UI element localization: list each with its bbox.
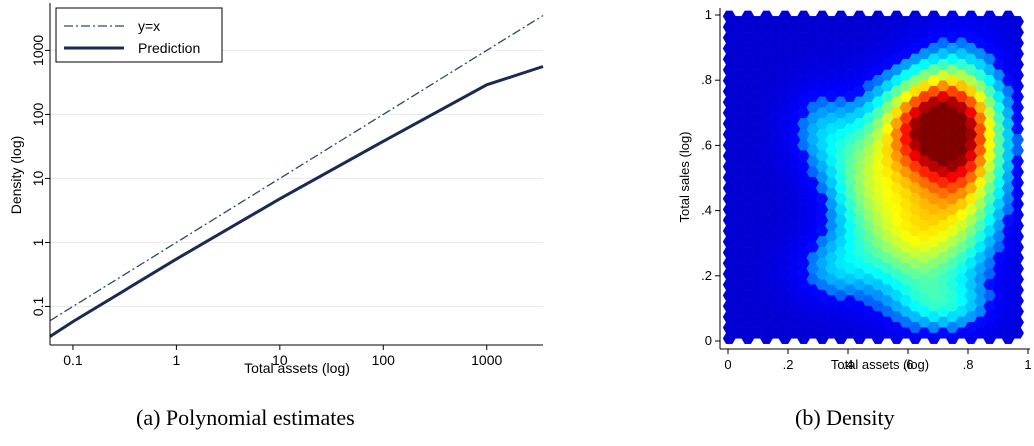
y-tick-label: 1 <box>705 7 712 22</box>
y-tick-label: .4 <box>701 203 712 218</box>
x-tick-label: 1 <box>172 352 180 368</box>
x-axis-label: Total assets (log) <box>831 357 929 372</box>
caption-b: (b) Density <box>795 405 895 430</box>
y-tick-label: .6 <box>701 137 712 152</box>
x-tick-label: 10 <box>272 352 288 368</box>
y-tick-label: 1000 <box>30 35 46 66</box>
x-tick-label: 0 <box>724 357 731 372</box>
legend-box <box>55 7 223 63</box>
y-tick-label: 0.1 <box>30 297 46 317</box>
legend-label-prediction: Prediction <box>138 40 200 56</box>
series-line-yx <box>49 15 544 322</box>
x-tick-label: 1 <box>1024 357 1031 372</box>
y-tick-label: 100 <box>30 103 46 127</box>
panel-polynomial-estimates: 0.1 1 10 100 1000 0.1 1 10 100 1000 y=x Predictio… <box>8 3 544 376</box>
x-axis-label: Total assets (log) <box>244 360 350 376</box>
caption-a: (a) Polynomial estimates <box>136 405 355 430</box>
x-tick-label: 0.1 <box>63 352 83 368</box>
y-tick-label: .2 <box>701 268 712 283</box>
y-tick-label: 10 <box>30 170 46 186</box>
y-tick-label: 1 <box>30 238 46 246</box>
axes: 0 .2 .4 .6 .8 1 0 .2 .4 .6 .8 1 <box>701 7 1031 372</box>
y-tick-label: 0 <box>705 333 712 348</box>
legend-label-yx: y=x <box>138 18 160 34</box>
y-axis-label: Total sales (log) <box>677 131 692 222</box>
x-tick-label: .8 <box>963 357 974 372</box>
series-line-prediction <box>49 65 544 338</box>
series-lines <box>49 15 544 338</box>
grid-lines <box>50 49 543 307</box>
y-axis-label: Density (log) <box>8 136 24 215</box>
panel-density: 0.2.4.6.810.2.4.6.8 1 Total assets (log) … <box>677 7 1032 372</box>
density-hexbins <box>722 10 1024 344</box>
x-tick-label: .4 <box>843 357 854 372</box>
x-tick-label: 1000 <box>471 352 502 368</box>
x-tick-label: .6 <box>903 357 914 372</box>
x-tick-label: 100 <box>372 352 396 368</box>
x-tick-label: .2 <box>783 357 794 372</box>
hexbin-cell <box>1011 327 1024 339</box>
legend: y=x Prediction <box>55 7 223 63</box>
axes: 0.1 1 10 100 1000 0.1 1 10 100 1000 <box>30 3 543 368</box>
y-tick-label: .8 <box>701 72 712 87</box>
